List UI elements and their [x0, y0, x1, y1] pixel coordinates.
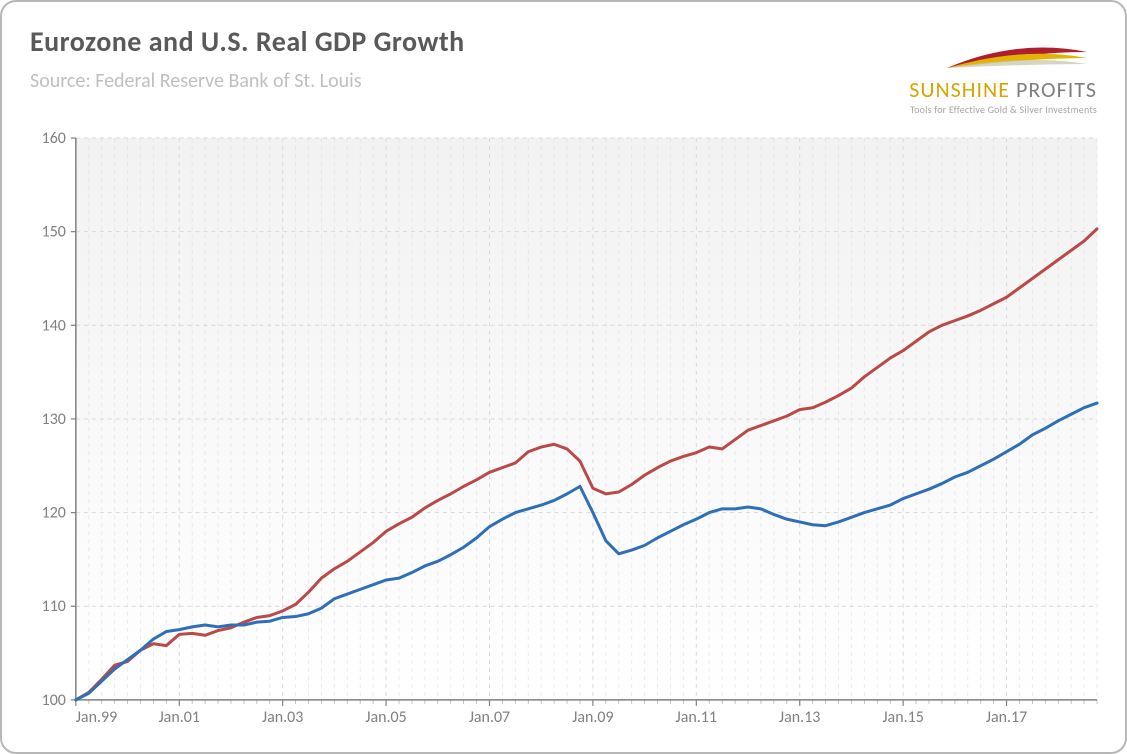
chart-area: 100 110 120 130 140 150 160 Jan.99 Jan.01 Jan.03 J… [20, 132, 1107, 734]
svg-text:Jan.99: Jan.99 [76, 708, 117, 727]
svg-text:Jan.03: Jan.03 [262, 708, 303, 727]
brand-logo: SUNSHINE PROFITS Tools for Effective Gol… [909, 34, 1097, 116]
svg-text:140: 140 [42, 316, 66, 335]
svg-text:Jan.11: Jan.11 [676, 708, 717, 727]
brand-name: SUNSHINE PROFITS [909, 76, 1097, 103]
svg-text:100: 100 [42, 691, 66, 710]
svg-text:Jan.17: Jan.17 [986, 708, 1027, 727]
svg-text:130: 130 [42, 410, 66, 429]
svg-text:Jan.13: Jan.13 [779, 708, 820, 727]
svg-text:Jan.05: Jan.05 [365, 708, 406, 727]
sunshine-swoosh-icon [937, 34, 1097, 74]
svg-text:Jan.09: Jan.09 [572, 708, 613, 727]
svg-text:Jan.07: Jan.07 [469, 708, 510, 727]
svg-text:150: 150 [42, 223, 66, 242]
brand-tagline: Tools for Effective Gold & Silver Invest… [909, 103, 1097, 116]
svg-text:160: 160 [42, 132, 66, 148]
svg-text:Jan.01: Jan.01 [159, 708, 200, 727]
chart-card: Eurozone and U.S. Real GDP Growth Source… [0, 0, 1127, 754]
svg-text:120: 120 [42, 504, 66, 523]
svg-text:Jan.15: Jan.15 [882, 708, 923, 727]
svg-text:110: 110 [42, 597, 66, 616]
line-chart: 100 110 120 130 140 150 160 Jan.99 Jan.01 Jan.03 J… [20, 132, 1107, 734]
